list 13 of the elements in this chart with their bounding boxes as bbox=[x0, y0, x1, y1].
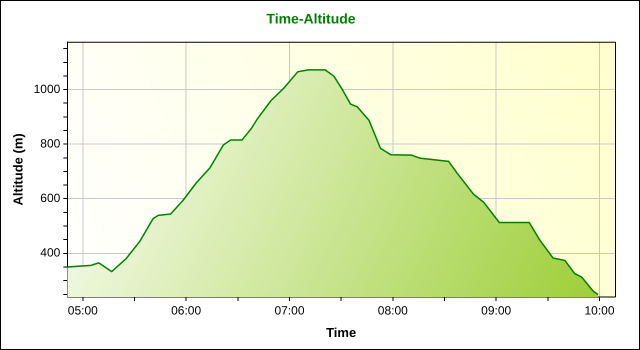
x-axis-title: Time bbox=[326, 324, 356, 340]
x-tick-label: 06:00 bbox=[171, 304, 202, 318]
y-tick-label: 600 bbox=[40, 191, 61, 206]
y-tick-label: 800 bbox=[40, 136, 61, 150]
chart-title: Time-Altitude bbox=[266, 10, 356, 26]
x-tick-label: 08:00 bbox=[378, 304, 408, 318]
y-tick-label: 400 bbox=[40, 246, 61, 260]
y-axis-title: Altitude (m) bbox=[10, 133, 26, 206]
x-tick-label: 07:00 bbox=[274, 304, 305, 318]
y-tick-label: 1000 bbox=[34, 82, 61, 96]
x-tick-label: 10:00 bbox=[584, 304, 615, 318]
x-tick-label: 09:00 bbox=[481, 304, 512, 318]
x-tick-label: 05:00 bbox=[68, 304, 98, 318]
